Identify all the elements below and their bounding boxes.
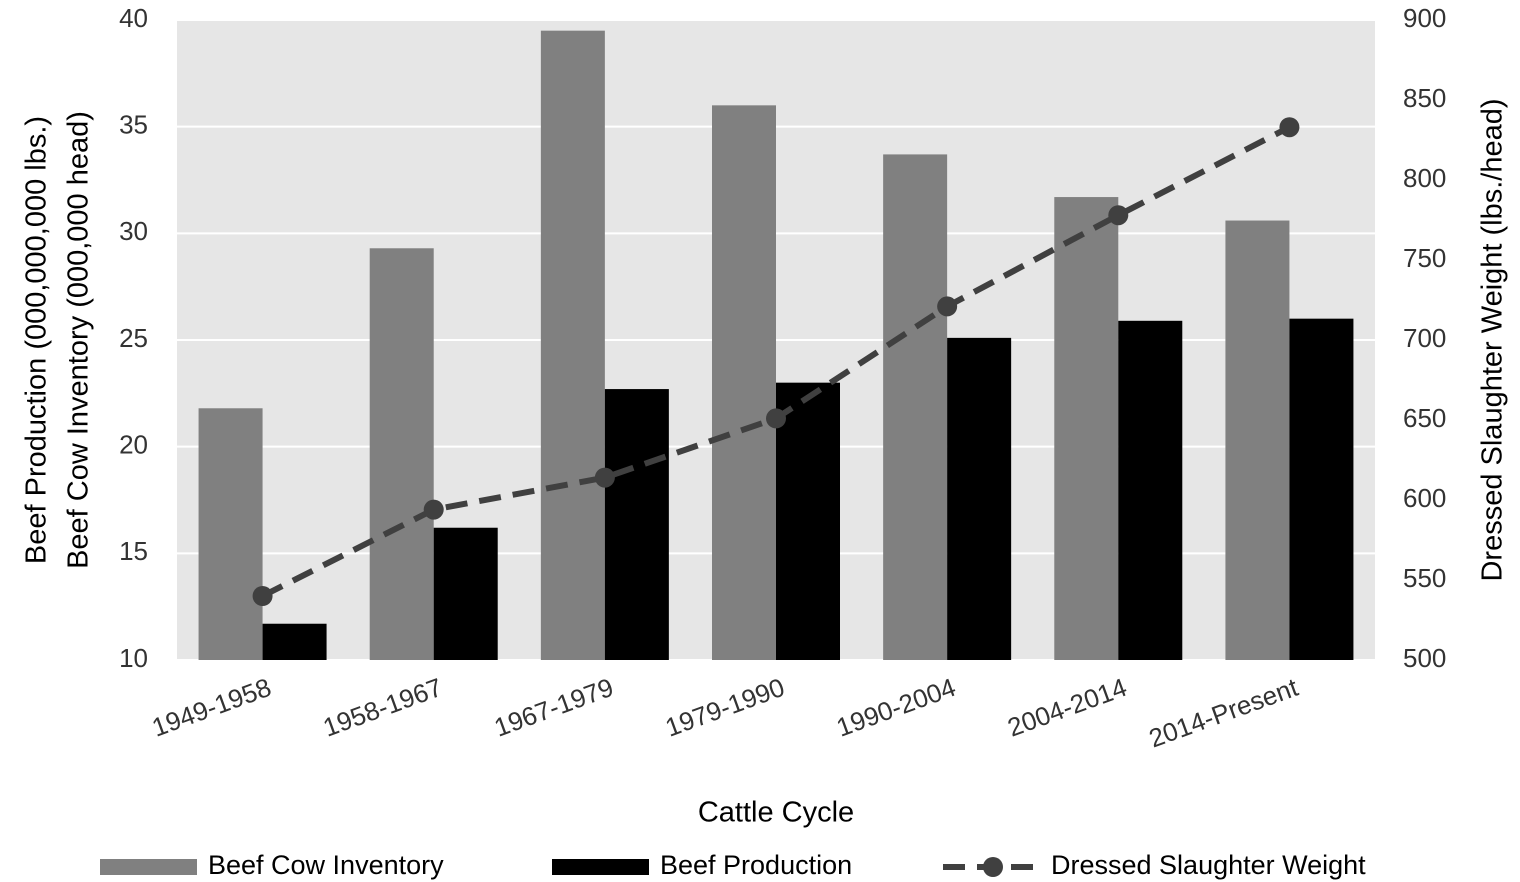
x-tick-label: 1958-1967	[319, 672, 446, 743]
y-tick-label: 15	[119, 536, 148, 566]
x-tick-label: 2014-Present	[1145, 672, 1303, 754]
y2-tick-label: 500	[1403, 643, 1446, 673]
bar	[1289, 318, 1354, 660]
y-tick-label: 35	[119, 110, 148, 140]
bar	[712, 105, 776, 661]
y-axis-title: Beef Production (000,000,000 lbs.)	[21, 116, 53, 564]
y-tick-label: 10	[119, 643, 148, 673]
x-tick-label: 1990-2004	[832, 672, 959, 743]
y2-tick-label: 900	[1403, 3, 1446, 33]
bar	[540, 30, 605, 660]
bar	[198, 408, 263, 660]
bar	[776, 382, 840, 660]
legend-label: Dressed Slaughter Weight	[1051, 850, 1366, 880]
line-point	[937, 296, 958, 317]
y2-tick-label: 700	[1403, 323, 1446, 353]
bar	[369, 248, 434, 660]
legend-swatch	[552, 859, 649, 875]
y2-tick-label: 600	[1403, 483, 1446, 513]
line-point	[766, 408, 786, 429]
legend-label: Beef Production	[660, 850, 852, 880]
y-axis-title: Beef Cow Inventory (000,000 head)	[63, 111, 95, 569]
y2-tick-label: 750	[1403, 243, 1446, 273]
x-axis-title: Cattle Cycle	[698, 797, 854, 829]
y2-tick-label: 850	[1403, 83, 1446, 113]
line-point	[423, 499, 444, 520]
y2-tick-label: 800	[1403, 163, 1446, 193]
bar	[1225, 220, 1290, 661]
x-tick-label: 1967-1979	[490, 672, 617, 743]
y-tick-label: 30	[119, 216, 148, 246]
bar	[947, 337, 1012, 660]
bar	[433, 527, 498, 660]
legend-label: Beef Cow Inventory	[208, 850, 444, 880]
bar	[1054, 197, 1119, 661]
legend-swatch	[100, 859, 197, 875]
y2-tick-label: 550	[1403, 563, 1446, 593]
x-tick-label: 1949-1958	[148, 672, 275, 743]
bar	[262, 623, 327, 660]
y-tick-label: 20	[119, 430, 148, 460]
line-point	[594, 467, 615, 488]
x-tick-label: 2004-2014	[1004, 672, 1131, 743]
bar	[1118, 320, 1183, 660]
legend-swatch	[983, 857, 1003, 877]
bar	[883, 154, 948, 660]
line-point	[1108, 205, 1129, 226]
line-point	[1279, 117, 1300, 138]
y2-tick-label: 650	[1403, 403, 1446, 433]
y-tick-label: 25	[119, 323, 148, 353]
line-point	[252, 586, 273, 606]
y2-axis-title: Dressed Slaughter Weight (lbs./head)	[1477, 98, 1509, 581]
bar	[604, 389, 669, 660]
y-tick-label: 40	[119, 3, 148, 33]
x-tick-label: 1979-1990	[661, 672, 788, 743]
